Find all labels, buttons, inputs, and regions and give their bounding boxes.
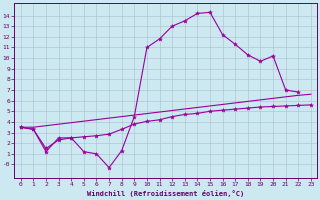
X-axis label: Windchill (Refroidissement éolien,°C): Windchill (Refroidissement éolien,°C) xyxy=(87,190,244,197)
